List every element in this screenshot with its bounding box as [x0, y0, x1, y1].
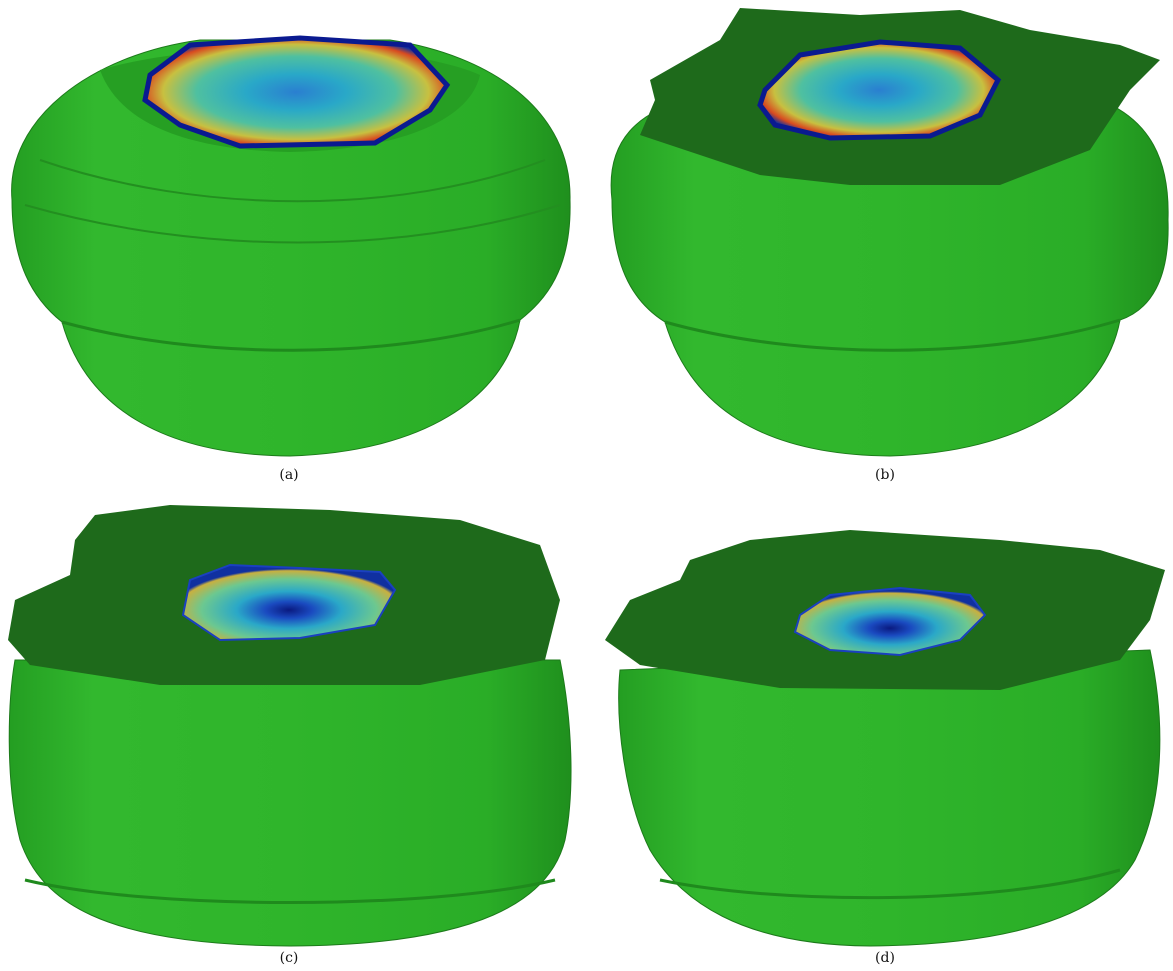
caption: (a) — [279, 467, 298, 483]
contour-patch — [145, 38, 447, 146]
contour-patch — [760, 42, 998, 138]
caption: (b) — [875, 467, 895, 483]
caption: (c) — [280, 950, 299, 966]
panel-d: (d) — [605, 530, 1165, 966]
caption: (d) — [875, 950, 895, 966]
panel-b: (b) — [611, 8, 1168, 483]
panel-c: (c) — [8, 505, 571, 966]
body — [619, 650, 1160, 946]
panel-a: (a) — [12, 38, 571, 483]
figure: (a) (b) (c) (d) — [0, 0, 1173, 971]
